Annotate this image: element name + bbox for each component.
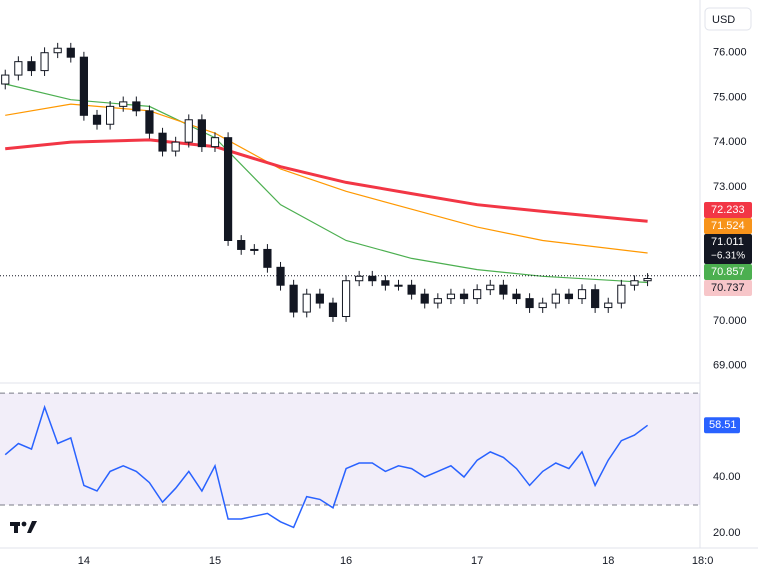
candle-body bbox=[525, 298, 534, 309]
candle-body bbox=[591, 289, 600, 309]
y-tick-label: 75.000 bbox=[713, 91, 747, 103]
moving-average-line bbox=[5, 138, 648, 223]
candle-body bbox=[446, 293, 456, 300]
candle-body bbox=[328, 302, 338, 318]
rsi-value-tag bbox=[704, 417, 740, 434]
price-tag-label: 70.737 bbox=[711, 282, 745, 294]
x-tick-label: 16 bbox=[340, 555, 352, 567]
candle-body bbox=[630, 280, 639, 286]
rsi-value-label: 58.51 bbox=[709, 419, 737, 431]
candle-body bbox=[302, 293, 311, 313]
candle-body bbox=[315, 293, 324, 304]
candle-body bbox=[499, 284, 508, 295]
candle-body bbox=[368, 275, 377, 282]
candle-body bbox=[459, 293, 469, 300]
x-tick-label: 18 bbox=[602, 555, 614, 567]
price-tag-label: 70.857 bbox=[711, 266, 745, 278]
price-tag-label: 71.524 bbox=[711, 220, 745, 232]
candle-body bbox=[210, 137, 220, 148]
candle-body bbox=[40, 52, 49, 72]
y-tick-label: 74.000 bbox=[713, 136, 747, 148]
candle-body bbox=[394, 284, 403, 287]
candle-body bbox=[53, 47, 62, 54]
candle-body bbox=[407, 284, 416, 295]
candle-body bbox=[132, 101, 141, 112]
candle-body bbox=[577, 289, 587, 300]
candle-body bbox=[106, 105, 115, 125]
candle-body bbox=[119, 101, 128, 107]
x-tick-label: 18:0 bbox=[692, 555, 713, 567]
candle-body bbox=[420, 293, 429, 304]
candle-body bbox=[643, 278, 652, 282]
candle-body bbox=[1, 74, 10, 85]
candle-body bbox=[237, 240, 246, 250]
price-tag bbox=[704, 280, 752, 297]
y-tick-label: 20.00 bbox=[713, 527, 741, 539]
x-tick-label: 15 bbox=[209, 555, 221, 567]
candle-body bbox=[79, 56, 88, 116]
rsi-line bbox=[4, 404, 649, 529]
candle-body bbox=[263, 248, 272, 268]
currency-label: USD bbox=[712, 14, 735, 26]
x-tick-label: 17 bbox=[471, 555, 483, 567]
candle-body bbox=[604, 302, 613, 309]
candle-body bbox=[564, 293, 574, 300]
candle-body bbox=[14, 61, 23, 76]
candle-body bbox=[538, 302, 547, 309]
candle-body bbox=[223, 137, 233, 242]
price-tag bbox=[704, 264, 752, 281]
candle-body bbox=[66, 47, 75, 58]
y-tick-label: 69.000 bbox=[713, 360, 747, 372]
candle-body bbox=[551, 293, 560, 304]
candle-body bbox=[617, 284, 626, 304]
price-tag-label: 72.233 bbox=[711, 204, 745, 216]
candle-body bbox=[92, 114, 102, 125]
tradingview-logo bbox=[10, 521, 37, 533]
candle-body bbox=[145, 110, 154, 134]
candle-body bbox=[486, 284, 495, 291]
y-tick-label: 70.000 bbox=[713, 315, 747, 327]
x-tick-label: 14 bbox=[78, 555, 90, 567]
candle-body bbox=[197, 119, 206, 148]
currency-button[interactable] bbox=[704, 7, 752, 31]
price-tag bbox=[704, 202, 752, 219]
candle-body bbox=[433, 298, 442, 304]
price-tag-change: −6.31% bbox=[711, 251, 745, 262]
candle-body bbox=[381, 280, 390, 286]
candle-body bbox=[341, 280, 351, 318]
candle-body bbox=[289, 284, 298, 313]
candle-body bbox=[27, 61, 36, 72]
candle-body bbox=[355, 275, 364, 282]
candle-body bbox=[473, 289, 482, 300]
price-tag bbox=[704, 218, 752, 235]
y-tick-label: 73.000 bbox=[713, 181, 747, 193]
y-tick-label: 40.00 bbox=[713, 471, 741, 483]
candle-body bbox=[184, 119, 193, 143]
candle-body bbox=[158, 132, 167, 152]
candle-body bbox=[250, 248, 259, 251]
rsi-band bbox=[0, 393, 700, 505]
y-tick-label: 76.000 bbox=[713, 47, 747, 59]
price-tag bbox=[704, 234, 752, 265]
candle-body bbox=[276, 266, 285, 286]
price-tag-label: 71.011 bbox=[711, 236, 744, 248]
candle-body bbox=[512, 293, 521, 300]
candle-body bbox=[171, 141, 180, 152]
